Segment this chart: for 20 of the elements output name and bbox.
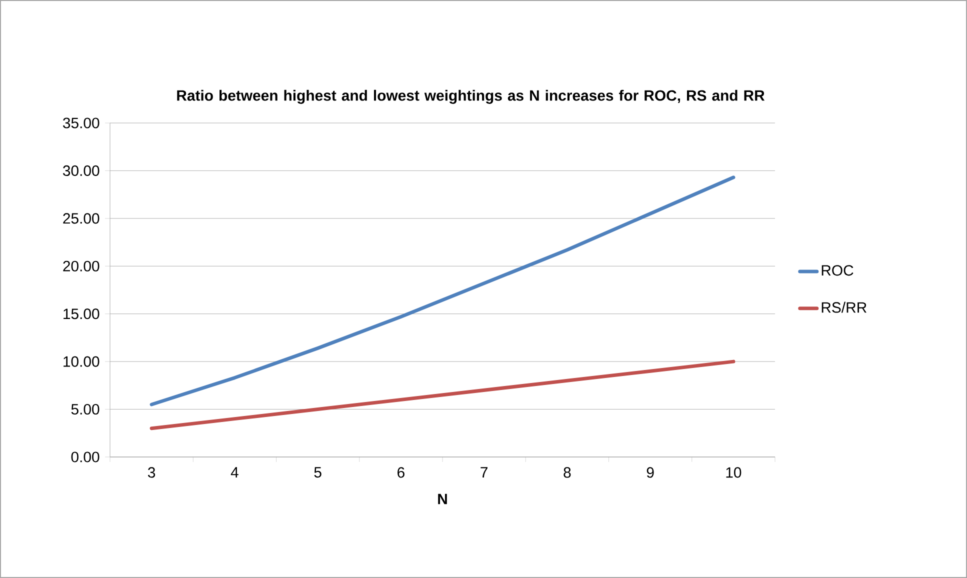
y-tick-label: 15.00 [64,308,100,320]
y-tick-label: 25.00 [63,213,100,224]
y-tick-label: 0.00 [71,452,100,462]
y-tick-label: 30.00 [62,165,100,176]
x-tick-label: 10 [726,467,742,478]
legend-label: RS/RR [822,302,866,313]
x-tick-label: 4 [230,467,238,478]
chart-title: Ratio between highest and lowest weightings as N increases for ROC, RS and RR [177,90,765,104]
x-tick-label: 7 [480,467,488,478]
y-tick-label: 10.00 [64,356,100,367]
x-tick-label: 8 [564,467,571,478]
x-tick-label: 6 [398,467,404,478]
y-tick-label: 5.00 [71,404,100,415]
legend-label: ROC [822,265,854,276]
x-tick-label: 5 [314,467,322,478]
y-tick-label: 20.00 [63,260,100,272]
x-tick-label: 3 [148,467,156,478]
x-axis-title: N [438,494,447,504]
y-tick-label: 35.00 [62,118,100,128]
x-tick-label: 9 [646,467,654,478]
